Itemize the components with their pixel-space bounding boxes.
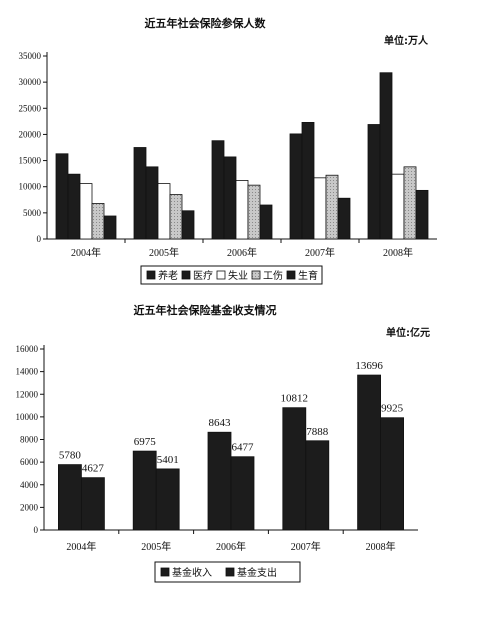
chart1-bar (103, 215, 117, 240)
chart1-legend-label: 生育 (298, 269, 318, 282)
chart1-y-tick-label: 25000 (19, 103, 42, 113)
chart2-bar (155, 468, 180, 531)
chart1-bar (181, 210, 195, 240)
chart1-y-tick-label: 10000 (19, 182, 42, 192)
chart1-bar (301, 122, 315, 240)
chart2-y-tick-label: 2000 (20, 502, 39, 512)
chart1-legend-swatch (216, 270, 226, 280)
chart2-legend-swatch (160, 567, 170, 577)
chart1-x-tick-label: 2004年 (71, 246, 101, 259)
chart2-data-label: 7888 (306, 426, 329, 438)
chart2-legend-label: 基金支出 (237, 566, 277, 579)
chart2-y-tick-label: 16000 (16, 344, 39, 354)
chart2-bar (81, 477, 105, 531)
chart2-x-tick-label: 2006年 (216, 540, 246, 553)
chart2-bar (357, 374, 382, 531)
chart2-bar (230, 456, 255, 531)
chart1-bar (55, 153, 69, 240)
chart1-bar (379, 72, 393, 240)
chart2-legend-label: 基金收入 (172, 566, 212, 579)
chart2-bar (305, 440, 330, 531)
chart1-x-tick-label: 2006年 (227, 246, 257, 259)
chart1-bar (259, 204, 273, 240)
chart2-x-tick-label: 2005年 (141, 540, 171, 553)
chart1-unit-label: 单位:万人 (384, 34, 429, 47)
chart2-data-label: 5780 (59, 450, 82, 462)
chart2-data-label: 8643 (209, 417, 232, 429)
chart1-title: 近五年社会保险参保人数 (145, 16, 267, 30)
chart1-bar (235, 180, 249, 240)
chart1-legend-label: 养老 (158, 269, 178, 282)
chart1-bar (67, 173, 81, 240)
chart2-data-label: 13696 (355, 360, 383, 372)
chart1-bar (169, 194, 183, 240)
chart2-bar (282, 407, 307, 531)
chart2-y-tick-label: 8000 (20, 435, 39, 445)
chart1-legend-label: 医疗 (193, 269, 213, 282)
chart2-unit-label: 单位:亿元 (386, 326, 430, 339)
chart1-bar (289, 133, 303, 240)
chart2-x-tick-label: 2004年 (66, 540, 96, 553)
chart1-bar (223, 156, 237, 240)
chart2-data-label: 9925 (381, 403, 404, 415)
chart2-bar (207, 431, 232, 531)
chart1-bar (367, 124, 381, 240)
chart1-bar (325, 174, 339, 240)
chart1-bar (157, 183, 171, 240)
chart2-data-label: 10812 (281, 393, 309, 405)
chart1-bar (391, 173, 405, 240)
chart2-bar (132, 450, 157, 531)
chart1-x-tick-label: 2008年 (383, 246, 413, 259)
chart2-legend-swatch (225, 567, 235, 577)
chart2-x-tick-label: 2007年 (291, 540, 321, 553)
chart1-bar (79, 183, 93, 240)
chart1-bar (145, 166, 159, 240)
chart1-y-tick-label: 5000 (23, 208, 42, 218)
chart2-title: 近五年社会保险基金收支情况 (134, 303, 277, 317)
chart1-legend (140, 265, 323, 285)
chart1-legend-swatch (286, 270, 296, 280)
chart1-bar (133, 147, 147, 240)
chart1-legend-swatch (251, 270, 261, 280)
chart2-data-label: 6477 (232, 442, 255, 454)
chart1-bar (415, 189, 429, 240)
chart2-y-tick-label: 6000 (20, 457, 39, 467)
chart1-legend-label: 工伤 (263, 269, 283, 282)
chart1-bar (313, 177, 327, 240)
chart1-bar (91, 203, 105, 240)
chart2-y-tick-label: 10000 (16, 412, 39, 422)
chart2-y-tick-label: 4000 (20, 480, 39, 490)
chart1-legend-label: 失业 (228, 269, 248, 282)
chart2-y-tick-label: 12000 (16, 389, 39, 399)
chart1-y-tick-label: 30000 (19, 77, 42, 87)
chart1-y-tick-label: 0 (37, 234, 42, 244)
chart1-x-tick-label: 2005年 (149, 246, 179, 259)
chart1-bar (403, 166, 417, 240)
chart1-legend-swatch (181, 270, 191, 280)
chart1-legend-swatch (146, 270, 156, 280)
chart1-y-tick-label: 35000 (19, 51, 42, 61)
chart1-bar (337, 197, 351, 240)
chart1-bar (211, 140, 225, 240)
chart2-data-label: 5401 (157, 454, 179, 466)
chart2-bar (380, 417, 405, 531)
chart2-y-tick-label: 0 (34, 525, 39, 535)
chart1-y-tick-label: 15000 (19, 156, 42, 166)
chart2-y-tick-label: 14000 (16, 367, 39, 377)
chart1-bar (247, 184, 261, 240)
chart2-x-tick-label: 2008年 (366, 540, 396, 553)
chart2-data-label: 4627 (82, 463, 105, 475)
chart1-y-tick-label: 20000 (19, 129, 42, 139)
chart1-x-tick-label: 2007年 (305, 246, 335, 259)
chart2-bar (58, 464, 82, 531)
chart2-data-label: 6975 (134, 436, 157, 448)
